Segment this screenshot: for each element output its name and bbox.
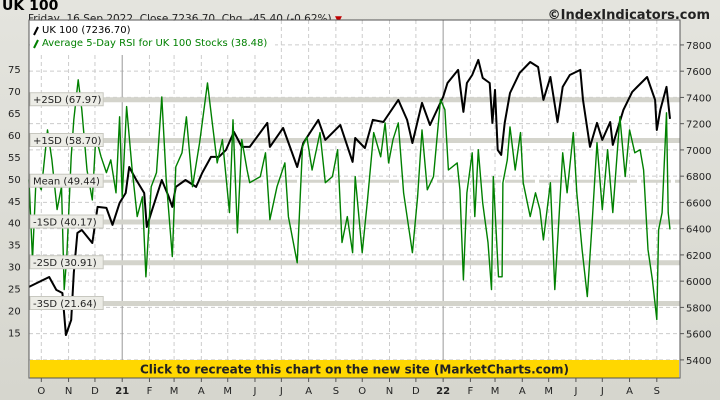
right-tick-label: 7800: [686, 41, 711, 52]
legend-swatch: [33, 26, 39, 36]
x-tick-label: M: [544, 386, 553, 397]
x-tick-label: M: [491, 386, 500, 397]
chart-title: UK 100: [2, 0, 59, 14]
uk100-line: [28, 58, 671, 336]
recreate-banner[interactable]: [30, 360, 679, 378]
band-label: +2SD (67.97): [33, 95, 101, 106]
x-tick-label: D: [412, 386, 420, 397]
left-tick-label: 15: [8, 329, 21, 340]
band-label: -2SD (30.91): [33, 258, 97, 269]
x-tick-label: D: [91, 386, 99, 397]
x-tick-label: N: [386, 386, 393, 397]
x-tick-label: A: [198, 386, 205, 397]
band-label: -3SD (21.64): [33, 299, 97, 310]
right-tick-label: 7200: [686, 120, 711, 131]
x-tick-label: O: [358, 386, 366, 397]
left-tick-label: 20: [8, 307, 21, 318]
band-label: Mean (49.44): [33, 177, 100, 188]
x-tick-label: O: [37, 386, 45, 397]
band-label-box: [29, 173, 104, 188]
right-tick-label: 5400: [686, 356, 711, 367]
right-tick-label: 6800: [686, 172, 711, 183]
x-tick-label: S: [333, 386, 339, 397]
x-tick-label: J: [573, 386, 577, 397]
rsi-line: [28, 79, 671, 321]
right-tick-label: 6000: [686, 277, 711, 288]
right-tick-label: 5600: [686, 330, 711, 341]
x-tick-label: M: [170, 386, 179, 397]
x-tick-label: F: [468, 386, 474, 397]
band-label: +1SD (58.70): [33, 136, 101, 147]
right-tick-label: 6200: [686, 251, 711, 262]
right-tick-label: 6600: [686, 198, 711, 209]
legend: [30, 21, 275, 55]
x-tick-label: A: [626, 386, 633, 397]
left-tick-label: 65: [8, 109, 21, 120]
x-tick-label: 21: [115, 386, 129, 397]
left-tick-label: 60: [8, 131, 21, 142]
site-credit[interactable]: ©IndexIndicators.com: [547, 8, 710, 23]
band-label-box: [29, 214, 104, 229]
x-tick-label: F: [147, 386, 153, 397]
left-tick-label: 70: [8, 87, 21, 98]
recreate-banner-text[interactable]: Click to recreate this chart on the new …: [140, 363, 569, 377]
right-tick-label: 7600: [686, 67, 711, 78]
band-label-box: [29, 133, 104, 148]
x-tick-label: J: [253, 386, 257, 397]
band-label-box: [29, 295, 104, 310]
plot-border: [28, 19, 681, 379]
legend-label: Average 5-Day RSI for UK 100 Stocks (38.…: [42, 38, 267, 49]
left-tick-label: 40: [8, 219, 21, 230]
x-tick-label: J: [279, 386, 283, 397]
left-tick-label: 25: [8, 285, 21, 296]
right-tick-label: 7400: [686, 93, 711, 104]
left-tick-label: 35: [8, 241, 21, 252]
left-tick-label: 55: [8, 153, 21, 164]
band-label: -1SD (40.17): [33, 218, 97, 229]
right-tick-label: 5800: [686, 303, 711, 314]
x-tick-label: 22: [436, 386, 450, 397]
legend-swatch: [33, 39, 39, 49]
left-tick-label: 75: [8, 65, 21, 76]
legend-label: UK 100 (7236.70): [42, 25, 131, 36]
x-tick-label: N: [65, 386, 72, 397]
x-tick-label: M: [223, 386, 232, 397]
band-label-box: [29, 92, 104, 107]
x-tick-label: A: [305, 386, 312, 397]
x-tick-label: J: [600, 386, 604, 397]
left-tick-label: 30: [8, 263, 21, 274]
x-tick-label: S: [654, 386, 660, 397]
right-tick-label: 6400: [686, 225, 711, 236]
x-tick-label: A: [519, 386, 526, 397]
left-tick-label: 50: [8, 175, 21, 186]
left-tick-label: 45: [8, 197, 21, 208]
right-tick-label: 7000: [686, 146, 711, 157]
band-label-box: [29, 255, 104, 270]
